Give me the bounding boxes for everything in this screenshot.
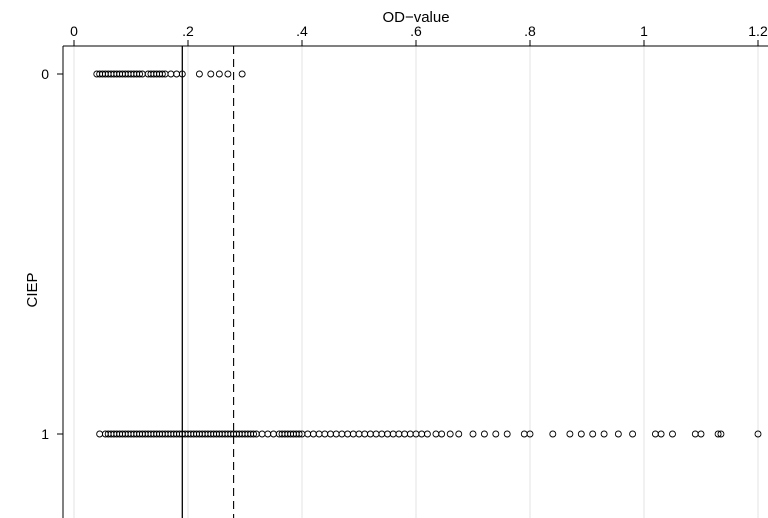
data-point-ciep-1 bbox=[600, 430, 608, 438]
data-point-ciep-1 bbox=[315, 430, 323, 438]
data-point-ciep-1 bbox=[295, 430, 303, 438]
data-point-ciep-1 bbox=[327, 430, 334, 438]
x-tick-label: 1 bbox=[640, 23, 648, 39]
data-point-ciep-1 bbox=[338, 430, 346, 438]
x-tick-label: 0 bbox=[70, 23, 78, 39]
x-tick-label: .8 bbox=[524, 23, 536, 39]
y-tick-label: 1 bbox=[41, 426, 49, 442]
x-axis-ticks: 0 .2 .4 .6 .8 1 1.2 bbox=[70, 23, 768, 46]
data-point-ciep-0 bbox=[178, 70, 186, 78]
data-point-ciep-1 bbox=[669, 430, 676, 438]
data-point-ciep-1 bbox=[418, 430, 426, 438]
data-point-ciep-0 bbox=[158, 70, 166, 78]
x-tick-label: .2 bbox=[182, 23, 194, 39]
data-point-ciep-1 bbox=[264, 430, 272, 438]
data-point-ciep-1 bbox=[378, 430, 386, 438]
data-point-ciep-1 bbox=[520, 430, 528, 438]
data-point-ciep-1 bbox=[355, 430, 363, 438]
data-point-ciep-1 bbox=[361, 430, 369, 438]
data-point-ciep-1 bbox=[344, 430, 352, 438]
data-point-ciep-1 bbox=[492, 430, 500, 438]
data-point-ciep-1 bbox=[332, 430, 340, 438]
data-point-ciep-1 bbox=[423, 430, 431, 438]
data-point-ciep-1 bbox=[366, 430, 374, 438]
data-point-ciep-1 bbox=[309, 430, 317, 438]
data-point-ciep-1 bbox=[401, 430, 409, 438]
x-axis-title: OD−value bbox=[382, 9, 449, 26]
data-point-ciep-1 bbox=[389, 430, 397, 438]
data-point-ciep-1 bbox=[304, 430, 312, 438]
data-point-ciep-1 bbox=[714, 430, 722, 438]
data-point-ciep-0 bbox=[224, 70, 232, 78]
data-point-ciep-1 bbox=[589, 430, 597, 438]
y-tick-label: 0 bbox=[41, 66, 49, 82]
y-axis-title: CIEP bbox=[24, 272, 41, 307]
data-point-ciep-1 bbox=[432, 430, 440, 438]
data-point-ciep-1 bbox=[446, 430, 454, 438]
data-point-ciep-0 bbox=[195, 70, 203, 78]
data-point-ciep-1 bbox=[455, 430, 463, 438]
data-point-ciep-1 bbox=[96, 430, 104, 438]
data-point-ciep-0 bbox=[136, 70, 144, 78]
data-point-ciep-1 bbox=[469, 430, 477, 438]
data-point-ciep-1 bbox=[657, 430, 665, 438]
data-point-ciep-1 bbox=[717, 430, 725, 438]
data-point-ciep-1 bbox=[526, 430, 534, 438]
data-point-ciep-1 bbox=[438, 430, 446, 438]
data-point-ciep-0 bbox=[207, 70, 215, 78]
data-point-ciep-1 bbox=[372, 430, 380, 438]
data-point-ciep-1 bbox=[406, 430, 414, 438]
data-point-ciep-1 bbox=[577, 430, 585, 438]
data-point-ciep-1 bbox=[691, 430, 699, 438]
y-axis-ticks: 01 bbox=[41, 66, 63, 442]
x-tick-label: .6 bbox=[410, 23, 422, 39]
data-point-ciep-1 bbox=[614, 430, 622, 438]
data-point-ciep-1 bbox=[321, 430, 329, 438]
data-point-ciep-0 bbox=[215, 70, 223, 78]
x-tick-label: .4 bbox=[296, 23, 308, 39]
data-point-ciep-0 bbox=[167, 70, 175, 78]
data-points bbox=[93, 70, 762, 438]
data-point-ciep-1 bbox=[480, 430, 488, 438]
data-point-ciep-1 bbox=[349, 430, 357, 438]
data-point-ciep-1 bbox=[395, 430, 403, 438]
grid bbox=[73, 46, 759, 518]
data-point-ciep-1 bbox=[754, 430, 762, 438]
data-point-ciep-0 bbox=[173, 70, 181, 78]
data-point-ciep-1 bbox=[258, 430, 266, 438]
data-point-ciep-1 bbox=[503, 430, 511, 438]
data-point-ciep-1 bbox=[384, 430, 391, 438]
data-point-ciep-1 bbox=[270, 430, 277, 438]
data-point-ciep-1 bbox=[566, 430, 574, 438]
data-point-ciep-1 bbox=[651, 430, 659, 438]
data-point-ciep-0 bbox=[238, 70, 246, 78]
data-point-ciep-1 bbox=[697, 430, 705, 438]
data-point-ciep-1 bbox=[629, 430, 637, 438]
data-point-ciep-1 bbox=[549, 430, 557, 438]
data-point-ciep-1 bbox=[250, 430, 258, 438]
x-tick-label: 1.2 bbox=[748, 23, 768, 39]
